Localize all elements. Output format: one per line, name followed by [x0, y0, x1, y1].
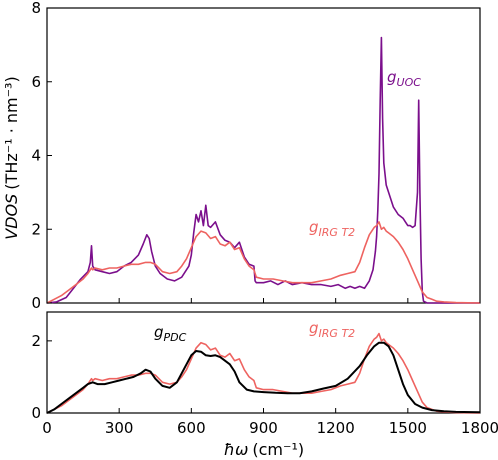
bottom-x-tick-label: 600 — [177, 419, 206, 437]
top-y-tick-label: 8 — [31, 0, 41, 17]
irg-series-label-top-sub: IRG T2 — [319, 226, 356, 239]
pdc-series-label: gPDC — [154, 323, 187, 344]
y-axis-label-main: VDOS — [2, 194, 21, 240]
top-series-line-uoc — [46, 36, 480, 304]
top-y-tick-label: 0 — [31, 294, 41, 312]
irg-series-label-bottom-sub: IRG T2 — [319, 327, 356, 340]
top-x-axis-ticks — [46, 298, 481, 303]
top-y-tick-label: 6 — [31, 73, 41, 91]
top-series-group — [46, 36, 481, 304]
bottom-y-tick-label: 2 — [31, 332, 41, 350]
bottom-x-tick-label: 900 — [249, 419, 278, 437]
bottom-series-line-pdc — [46, 341, 481, 414]
uoc-series-label-main: g — [387, 68, 397, 86]
irg-series-label-top: gIRG T2 — [309, 218, 355, 239]
bottom-x-tick-label: 1800 — [461, 419, 498, 437]
bottom-y-tick-label: 0 — [31, 404, 41, 422]
uoc-series-label: gUOC — [387, 68, 421, 89]
y-axis-label-unit: (THz⁻¹ · nm⁻³) — [2, 76, 21, 189]
bottom-x-tick-label: 300 — [105, 419, 134, 437]
x-axis-label-unit: (cm⁻¹) — [252, 440, 304, 459]
bottom-y-axis-ticks: 02 — [31, 332, 52, 422]
bottom-plot-frame — [46, 311, 481, 414]
top-y-axis-ticks: 0 2 4 6 8 — [31, 0, 52, 312]
top-series-line-irg-t2 — [46, 221, 481, 304]
x-axis-label: ħω (cm⁻¹) — [224, 440, 304, 459]
top-y-tick-label: 2 — [31, 220, 41, 238]
pdc-series-label-main: g — [154, 323, 164, 341]
top-plot-frame — [46, 7, 481, 304]
uoc-series-label-sub: UOC — [397, 76, 422, 89]
bottom-x-tick-label: 1500 — [389, 419, 427, 437]
bottom-x-tick-label: 1200 — [317, 419, 355, 437]
y-axis-label: VDOS (THz⁻¹ · nm⁻³) — [2, 76, 21, 239]
bottom-series-line-irg-t2 — [46, 332, 481, 414]
bottom-series-group — [46, 332, 481, 414]
irg-series-label-top-main: g — [309, 218, 319, 236]
pdc-series-label-sub: PDC — [164, 331, 187, 344]
bottom-x-tick-label: 0 — [42, 419, 52, 437]
irg-series-label-bottom: gIRG T2 — [309, 319, 355, 340]
x-axis-label-main: ħω — [224, 440, 249, 459]
bottom-x-axis-ticks: 0 300 600 900 1200 1500 1800 — [42, 408, 498, 437]
irg-series-label-bottom-main: g — [309, 319, 319, 337]
top-y-tick-label: 4 — [31, 147, 41, 165]
bottom-panel: 02 0 300 600 900 1200 1500 1800 gPDC gIRG T2 — [31, 311, 498, 437]
